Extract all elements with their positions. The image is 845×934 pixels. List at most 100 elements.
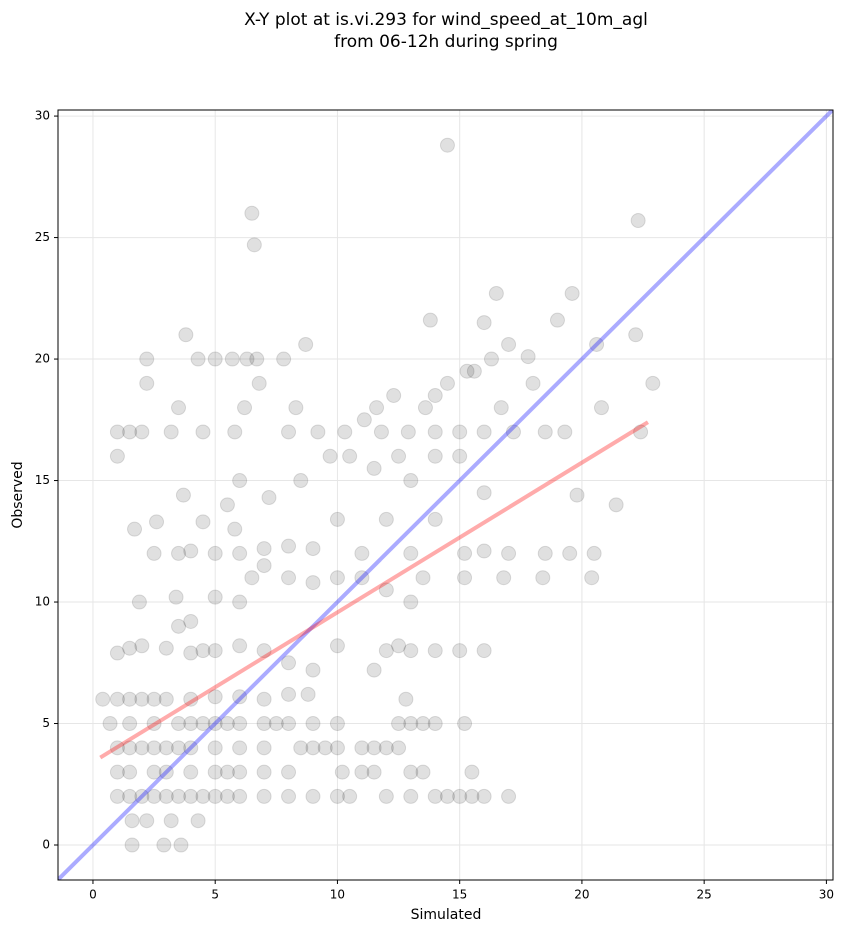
point [305, 662, 321, 678]
point [457, 570, 473, 586]
point [628, 327, 644, 343]
point [109, 788, 125, 804]
point [122, 424, 138, 440]
point [171, 788, 187, 804]
point [232, 545, 248, 561]
point [417, 400, 433, 416]
point [457, 545, 473, 561]
point [207, 545, 223, 561]
point [354, 545, 370, 561]
plot-frame [57, 109, 834, 881]
point [476, 643, 492, 659]
point [281, 716, 297, 732]
point [476, 543, 492, 559]
point [261, 490, 277, 506]
point [171, 716, 187, 732]
point [501, 788, 517, 804]
point [366, 662, 382, 678]
point [219, 716, 235, 732]
point [183, 613, 199, 629]
point [403, 716, 419, 732]
point [593, 400, 609, 416]
point [207, 589, 223, 605]
point [415, 716, 431, 732]
point [427, 388, 443, 404]
point [246, 237, 262, 253]
point [281, 570, 297, 586]
point [501, 336, 517, 352]
point [391, 716, 407, 732]
point [305, 788, 321, 804]
point [163, 813, 179, 829]
point [569, 487, 585, 503]
point [317, 740, 333, 756]
point [183, 764, 199, 780]
point [171, 545, 187, 561]
point [305, 740, 321, 756]
point [452, 788, 468, 804]
point [305, 716, 321, 732]
point [207, 716, 223, 732]
point [109, 448, 125, 464]
point [232, 594, 248, 610]
point [378, 582, 394, 598]
x-tick-label: 0 [89, 888, 97, 902]
point [305, 541, 321, 557]
point [175, 487, 191, 503]
point [403, 594, 419, 610]
point [124, 813, 140, 829]
point [178, 327, 194, 343]
point [329, 740, 345, 756]
point [171, 740, 187, 756]
point [391, 638, 407, 654]
point [373, 424, 389, 440]
point [146, 691, 162, 707]
point [173, 837, 189, 853]
point [268, 716, 284, 732]
point [464, 764, 480, 780]
point [422, 312, 438, 328]
point [564, 285, 580, 301]
point [156, 837, 172, 853]
point [256, 691, 272, 707]
point [391, 740, 407, 756]
x-tick-label: 30 [819, 888, 834, 902]
point [329, 638, 345, 654]
point [195, 788, 211, 804]
point [134, 691, 150, 707]
point [378, 788, 394, 804]
point [505, 424, 521, 440]
point [232, 689, 248, 705]
point [122, 740, 138, 756]
point [369, 400, 385, 416]
point [281, 538, 297, 554]
point [403, 764, 419, 780]
point [109, 764, 125, 780]
x-tick-label: 10 [330, 888, 345, 902]
point [146, 764, 162, 780]
point [464, 788, 480, 804]
point [232, 788, 248, 804]
point [537, 424, 553, 440]
point [439, 137, 455, 153]
point [403, 643, 419, 659]
point [293, 740, 309, 756]
point [366, 460, 382, 476]
point [329, 716, 345, 732]
point [281, 655, 297, 671]
point [427, 643, 443, 659]
point [232, 638, 248, 654]
point [102, 716, 118, 732]
point [329, 788, 345, 804]
point [239, 351, 255, 367]
y-tick-label: 5 [42, 716, 50, 730]
point [439, 788, 455, 804]
y-tick-label: 15 [35, 473, 50, 487]
point [207, 689, 223, 705]
point [146, 716, 162, 732]
point [427, 716, 443, 732]
point [207, 740, 223, 756]
point [281, 764, 297, 780]
point [342, 448, 358, 464]
point [195, 643, 211, 659]
